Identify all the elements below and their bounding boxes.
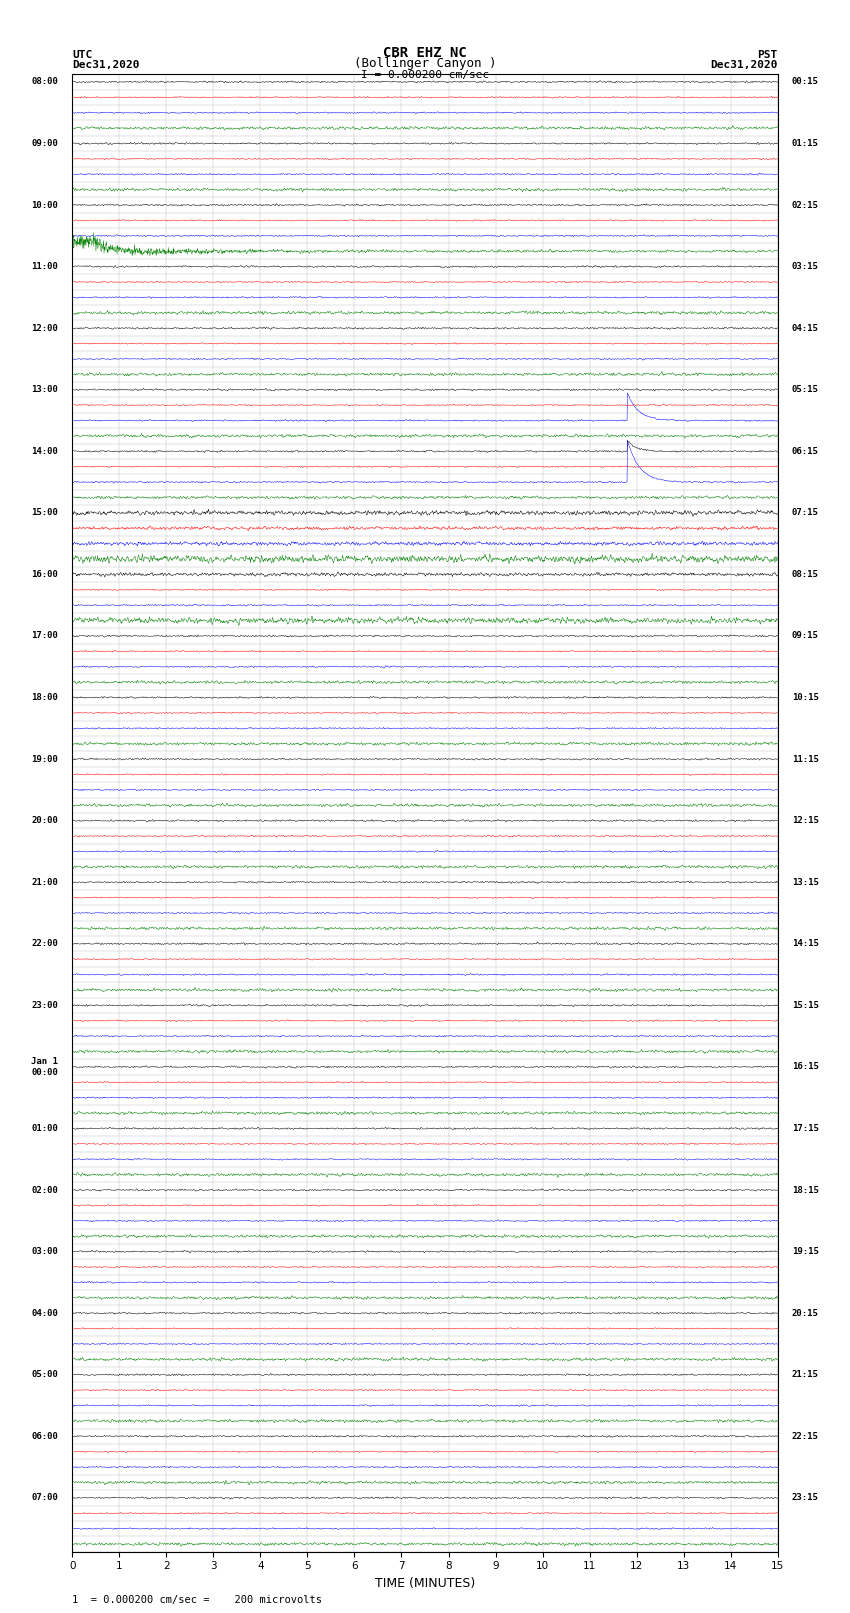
Text: 03:15: 03:15 [792,261,819,271]
Text: 13:15: 13:15 [792,877,819,887]
Text: 17:15: 17:15 [792,1124,819,1132]
Text: 18:15: 18:15 [792,1186,819,1195]
Text: 15:15: 15:15 [792,1000,819,1010]
Text: 16:00: 16:00 [31,569,58,579]
Text: 04:00: 04:00 [31,1308,58,1318]
Text: 06:00: 06:00 [31,1432,58,1440]
Text: 02:15: 02:15 [792,200,819,210]
Text: 22:00: 22:00 [31,939,58,948]
Text: 00:15: 00:15 [792,77,819,87]
Text: 08:00: 08:00 [31,77,58,87]
Text: 17:00: 17:00 [31,631,58,640]
Text: 22:15: 22:15 [792,1432,819,1440]
Text: 18:00: 18:00 [31,694,58,702]
Text: 20:00: 20:00 [31,816,58,826]
Text: 06:15: 06:15 [792,447,819,456]
Text: 21:00: 21:00 [31,877,58,887]
Text: 20:15: 20:15 [792,1308,819,1318]
Text: 12:00: 12:00 [31,324,58,332]
Text: 01:00: 01:00 [31,1124,58,1132]
Text: UTC: UTC [72,50,93,60]
Text: I = 0.000200 cm/sec: I = 0.000200 cm/sec [361,69,489,79]
Text: 07:00: 07:00 [31,1494,58,1502]
Text: 02:00: 02:00 [31,1186,58,1195]
Text: Dec31,2020: Dec31,2020 [711,60,778,71]
Text: 13:00: 13:00 [31,386,58,394]
Text: 1  = 0.000200 cm/sec =    200 microvolts: 1 = 0.000200 cm/sec = 200 microvolts [72,1595,322,1605]
Text: 19:00: 19:00 [31,755,58,763]
Text: 07:15: 07:15 [792,508,819,518]
Text: 04:15: 04:15 [792,324,819,332]
Text: (Bollinger Canyon ): (Bollinger Canyon ) [354,56,496,71]
Text: 11:00: 11:00 [31,261,58,271]
Text: PST: PST [757,50,778,60]
Text: 10:15: 10:15 [792,694,819,702]
Text: 09:15: 09:15 [792,631,819,640]
Text: 14:15: 14:15 [792,939,819,948]
Text: 21:15: 21:15 [792,1369,819,1379]
Text: 23:15: 23:15 [792,1494,819,1502]
Text: 11:15: 11:15 [792,755,819,763]
Text: 08:15: 08:15 [792,569,819,579]
Text: 19:15: 19:15 [792,1247,819,1257]
Text: Jan 1
00:00: Jan 1 00:00 [31,1057,58,1076]
Text: 05:00: 05:00 [31,1369,58,1379]
Text: 23:00: 23:00 [31,1000,58,1010]
X-axis label: TIME (MINUTES): TIME (MINUTES) [375,1578,475,1590]
Text: 12:15: 12:15 [792,816,819,826]
Text: 05:15: 05:15 [792,386,819,394]
Text: CBR EHZ NC: CBR EHZ NC [383,47,467,60]
Text: 03:00: 03:00 [31,1247,58,1257]
Text: 15:00: 15:00 [31,508,58,518]
Text: 16:15: 16:15 [792,1063,819,1071]
Text: 14:00: 14:00 [31,447,58,456]
Text: 10:00: 10:00 [31,200,58,210]
Text: Dec31,2020: Dec31,2020 [72,60,139,71]
Text: 09:00: 09:00 [31,139,58,148]
Text: 01:15: 01:15 [792,139,819,148]
